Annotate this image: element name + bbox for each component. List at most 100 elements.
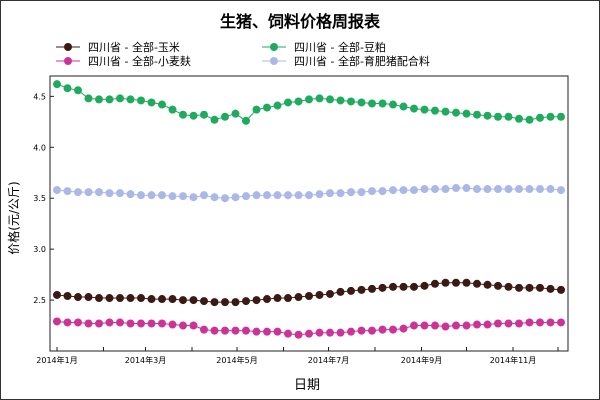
data-point bbox=[273, 327, 282, 336]
data-point bbox=[53, 80, 61, 89]
data-point bbox=[74, 293, 82, 302]
data-point bbox=[452, 108, 460, 117]
data-point bbox=[179, 192, 187, 201]
data-point bbox=[452, 278, 460, 287]
data-point bbox=[116, 189, 124, 198]
data-point bbox=[126, 95, 135, 104]
data-point bbox=[347, 97, 355, 106]
y-tick-label: 2.5 bbox=[33, 296, 46, 305]
data-point bbox=[126, 190, 135, 199]
data-point bbox=[252, 191, 261, 200]
plot-area bbox=[49, 75, 569, 352]
data-point bbox=[494, 281, 502, 290]
data-point bbox=[105, 95, 114, 104]
data-point bbox=[221, 194, 229, 203]
data-point bbox=[494, 185, 502, 194]
data-point bbox=[504, 319, 513, 328]
data-point bbox=[473, 320, 481, 329]
data-point bbox=[410, 104, 418, 113]
data-point bbox=[515, 283, 523, 292]
data-point bbox=[389, 100, 397, 109]
data-point bbox=[189, 321, 198, 330]
series-2 bbox=[53, 80, 565, 125]
data-point bbox=[536, 113, 544, 122]
data-point bbox=[273, 101, 282, 110]
data-point bbox=[95, 319, 103, 328]
data-point bbox=[305, 191, 313, 200]
legend-marker bbox=[64, 43, 72, 51]
data-point bbox=[326, 289, 334, 298]
data-point bbox=[431, 106, 439, 115]
data-point bbox=[126, 294, 135, 303]
data-point bbox=[410, 282, 418, 291]
data-point bbox=[231, 193, 240, 202]
data-point bbox=[431, 185, 439, 194]
data-point bbox=[326, 95, 334, 104]
data-point bbox=[336, 287, 345, 296]
x-axis-label: 日期 bbox=[294, 378, 320, 393]
data-point bbox=[263, 191, 271, 200]
data-point bbox=[431, 321, 439, 330]
data-point bbox=[515, 114, 523, 123]
data-point bbox=[74, 318, 82, 327]
data-point bbox=[515, 319, 523, 328]
data-point bbox=[536, 283, 544, 292]
data-point bbox=[63, 292, 72, 300]
y-axis-label: 价格(元/公斤) bbox=[6, 181, 21, 254]
x-tick-label: 2014年11月 bbox=[490, 355, 537, 365]
data-point bbox=[336, 96, 345, 105]
data-point bbox=[399, 282, 408, 291]
data-point bbox=[399, 102, 408, 111]
data-point bbox=[483, 185, 492, 194]
data-point bbox=[158, 100, 166, 109]
data-point bbox=[525, 115, 534, 124]
data-point bbox=[368, 326, 376, 335]
data-point bbox=[504, 185, 513, 194]
data-point bbox=[357, 326, 366, 335]
data-point bbox=[326, 189, 334, 198]
x-axis: 2014年1月 2014年3月 2014年5月 2014年7月 2014年9月 2014年… bbox=[36, 347, 559, 365]
data-point bbox=[315, 190, 324, 199]
data-point bbox=[137, 294, 145, 303]
data-point bbox=[389, 282, 397, 291]
data-point bbox=[336, 328, 345, 337]
data-point bbox=[420, 185, 429, 194]
data-point bbox=[483, 111, 492, 120]
data-point bbox=[473, 185, 481, 194]
data-point bbox=[179, 296, 187, 305]
data-point bbox=[105, 189, 114, 198]
data-point bbox=[410, 186, 418, 195]
data-point bbox=[84, 94, 93, 103]
data-point bbox=[231, 326, 240, 335]
data-point bbox=[315, 328, 324, 337]
data-point bbox=[53, 317, 61, 326]
data-point bbox=[63, 318, 72, 327]
data-point bbox=[357, 188, 366, 197]
legend-label: 四川省 - 全部-小麦麸 bbox=[88, 54, 191, 68]
data-point bbox=[347, 327, 355, 336]
data-point bbox=[210, 193, 219, 202]
data-point bbox=[263, 103, 271, 112]
data-point bbox=[389, 325, 397, 334]
chart-title: 生猪、饲料价格周报表 bbox=[220, 12, 381, 31]
data-point bbox=[158, 319, 166, 328]
data-point bbox=[557, 318, 565, 327]
series-layer bbox=[53, 80, 565, 339]
data-point bbox=[63, 84, 72, 93]
data-point bbox=[557, 285, 565, 294]
data-point bbox=[158, 295, 166, 304]
data-point bbox=[116, 294, 124, 303]
x-tick-label: 2014年3月 bbox=[125, 355, 166, 365]
data-point bbox=[105, 294, 114, 303]
data-point bbox=[420, 321, 429, 330]
data-point bbox=[74, 86, 82, 95]
legend-marker bbox=[64, 57, 72, 65]
data-point bbox=[221, 112, 229, 121]
data-point bbox=[116, 318, 124, 327]
data-point bbox=[536, 185, 544, 194]
data-point bbox=[347, 286, 355, 295]
data-point bbox=[483, 320, 492, 329]
data-point bbox=[336, 189, 345, 198]
data-point bbox=[294, 293, 303, 302]
legend-label: 四川省 - 全部-育肥猪配合料 bbox=[294, 54, 430, 68]
